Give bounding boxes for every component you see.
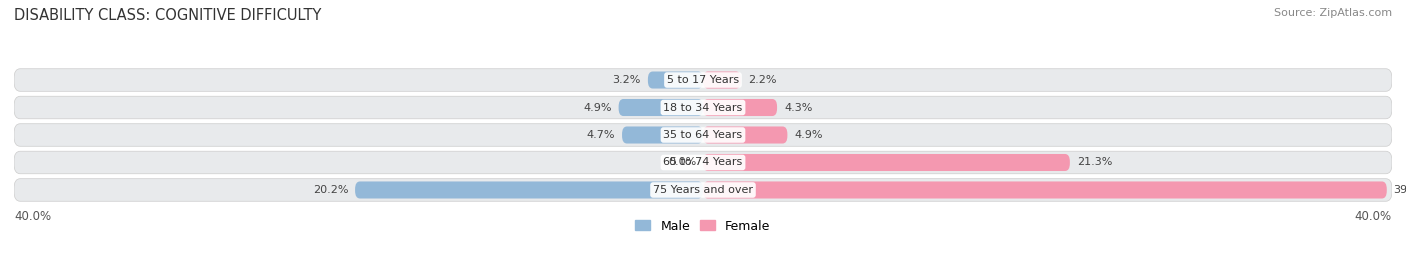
Text: 4.7%: 4.7% bbox=[586, 130, 616, 140]
Text: DISABILITY CLASS: COGNITIVE DIFFICULTY: DISABILITY CLASS: COGNITIVE DIFFICULTY bbox=[14, 8, 322, 23]
FancyBboxPatch shape bbox=[356, 181, 703, 198]
Text: 4.9%: 4.9% bbox=[583, 103, 612, 113]
FancyBboxPatch shape bbox=[703, 126, 787, 144]
FancyBboxPatch shape bbox=[14, 96, 1392, 119]
FancyBboxPatch shape bbox=[621, 126, 703, 144]
Text: 0.0%: 0.0% bbox=[668, 157, 696, 167]
Text: 18 to 34 Years: 18 to 34 Years bbox=[664, 103, 742, 113]
Text: 4.9%: 4.9% bbox=[794, 130, 823, 140]
FancyBboxPatch shape bbox=[619, 99, 703, 116]
Text: 40.0%: 40.0% bbox=[14, 210, 51, 223]
FancyBboxPatch shape bbox=[703, 154, 1070, 171]
Legend: Male, Female: Male, Female bbox=[630, 215, 776, 238]
Text: 3.2%: 3.2% bbox=[613, 75, 641, 85]
Text: 75 Years and over: 75 Years and over bbox=[652, 185, 754, 195]
FancyBboxPatch shape bbox=[14, 69, 1392, 91]
FancyBboxPatch shape bbox=[648, 72, 703, 89]
Text: 2.2%: 2.2% bbox=[748, 75, 776, 85]
Text: 39.7%: 39.7% bbox=[1393, 185, 1406, 195]
Text: 65 to 74 Years: 65 to 74 Years bbox=[664, 157, 742, 167]
FancyBboxPatch shape bbox=[703, 72, 741, 89]
FancyBboxPatch shape bbox=[14, 179, 1392, 201]
FancyBboxPatch shape bbox=[703, 181, 1386, 198]
Text: 35 to 64 Years: 35 to 64 Years bbox=[664, 130, 742, 140]
Text: 40.0%: 40.0% bbox=[1355, 210, 1392, 223]
Text: Source: ZipAtlas.com: Source: ZipAtlas.com bbox=[1274, 8, 1392, 18]
FancyBboxPatch shape bbox=[14, 124, 1392, 146]
Text: 21.3%: 21.3% bbox=[1077, 157, 1112, 167]
Text: 20.2%: 20.2% bbox=[312, 185, 349, 195]
Text: 4.3%: 4.3% bbox=[785, 103, 813, 113]
FancyBboxPatch shape bbox=[14, 151, 1392, 174]
FancyBboxPatch shape bbox=[703, 99, 778, 116]
Text: 5 to 17 Years: 5 to 17 Years bbox=[666, 75, 740, 85]
